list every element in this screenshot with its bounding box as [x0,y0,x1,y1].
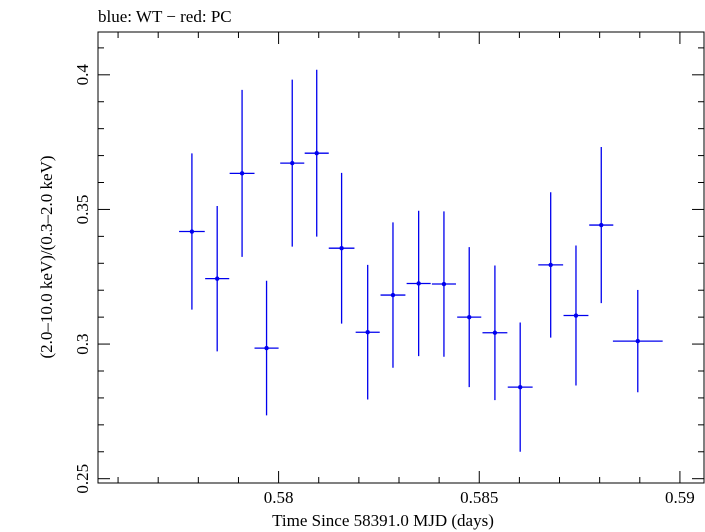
y-tick-label: 0.4 [73,64,92,86]
y-tick-label: 0.35 [73,195,92,225]
data-marker [214,276,220,281]
data-point [254,280,279,416]
data-point [457,247,482,388]
data-point [229,89,255,257]
data-marker [339,246,344,251]
data-point [304,69,329,237]
data-point [328,172,355,324]
y-tick-label: 0.3 [73,333,92,354]
data-marker [189,229,195,234]
data-marker [548,262,553,268]
axis-ticks [98,32,704,483]
data-marker [264,345,269,351]
data-marker [467,314,472,320]
y-axis-label: (2.0–10.0 keV)/(0.3–2.0 keV) [37,155,56,358]
x-axis-label: Time Since 58391.0 MJD (days) [272,511,494,530]
data-point [538,192,564,338]
data-point [406,210,431,357]
data-point [507,322,533,452]
data-point [380,222,406,368]
data-point [179,153,205,310]
x-tick-label: 0.585 [460,488,498,507]
data-point [280,79,305,247]
data-point [431,211,456,357]
plot-frame [97,31,705,484]
data-marker [599,222,604,228]
data-point [205,205,230,352]
data-marker [635,338,640,344]
data-marker [239,171,245,176]
data-point [563,245,589,386]
data-point [589,146,614,304]
data-marker [573,313,579,318]
data-marker [390,292,396,298]
data-point [355,264,380,400]
data-marker [416,281,421,286]
axis-tick-labels: 0.58 0.585 0.59 0.25 0.3 0.35 0.4 [73,64,695,507]
data-marker [441,281,447,287]
chart-title: blue: WT − red: PC [98,7,232,26]
data-point [612,289,663,393]
data-series [179,69,663,452]
data-marker [365,330,370,335]
data-point [482,265,508,401]
data-marker [290,160,295,166]
data-marker [517,384,523,390]
x-tick-label: 0.58 [264,488,294,507]
y-tick-label: 0.25 [73,464,92,494]
data-marker [314,150,319,156]
x-tick-label: 0.59 [665,488,695,507]
data-marker [492,330,498,335]
